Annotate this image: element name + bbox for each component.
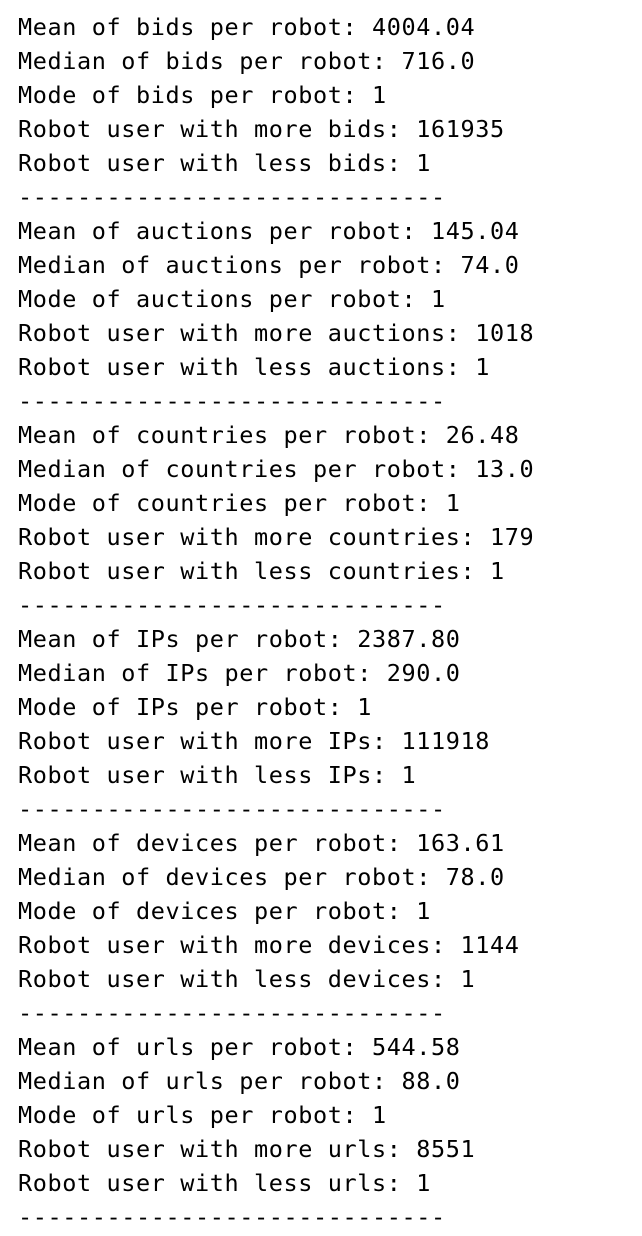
output-line: Robot user with more countries: 179 bbox=[18, 523, 535, 551]
output-line: Robot user with less devices: 1 bbox=[18, 965, 476, 993]
stats-block-bids: Mean of bids per robot: 4004.04 Median o… bbox=[18, 10, 642, 214]
output-line: Mode of devices per robot: 1 bbox=[18, 897, 431, 925]
output-line: Mean of IPs per robot: 2387.80 bbox=[18, 625, 461, 653]
output-line: Robot user with less auctions: 1 bbox=[18, 353, 490, 381]
output-line: Robot user with more bids: 161935 bbox=[18, 115, 505, 143]
stats-block-ips: Mean of IPs per robot: 2387.80 Median of… bbox=[18, 622, 642, 826]
separator-line: ----------------------------- bbox=[18, 591, 446, 619]
stats-block-devices: Mean of devices per robot: 163.61 Median… bbox=[18, 826, 642, 1030]
separator-line: ----------------------------- bbox=[18, 795, 446, 823]
output-line: Mean of devices per robot: 163.61 bbox=[18, 829, 505, 857]
output-line: Mode of bids per robot: 1 bbox=[18, 81, 387, 109]
stats-block-auctions: Mean of auctions per robot: 145.04 Media… bbox=[18, 214, 642, 418]
separator-line: ----------------------------- bbox=[18, 387, 446, 415]
output-line: Mean of countries per robot: 26.48 bbox=[18, 421, 520, 449]
separator-line: ----------------------------- bbox=[18, 183, 446, 211]
output-line: Robot user with more IPs: 111918 bbox=[18, 727, 490, 755]
output-line: Mean of bids per robot: 4004.04 bbox=[18, 13, 476, 41]
output-line: Robot user with more urls: 8551 bbox=[18, 1135, 476, 1163]
separator-line: ----------------------------- bbox=[18, 1203, 446, 1231]
stats-block-urls: Mean of urls per robot: 544.58 Median of… bbox=[18, 1030, 642, 1234]
output-line: Robot user with more auctions: 1018 bbox=[18, 319, 535, 347]
output-line: Robot user with less countries: 1 bbox=[18, 557, 505, 585]
output-line: Mean of urls per robot: 544.58 bbox=[18, 1033, 461, 1061]
output-line: Median of devices per robot: 78.0 bbox=[18, 863, 505, 891]
output-line: Mean of auctions per robot: 145.04 bbox=[18, 217, 520, 245]
output-line: Robot user with more devices: 1144 bbox=[18, 931, 520, 959]
output-line: Median of auctions per robot: 74.0 bbox=[18, 251, 520, 279]
output-line: Mode of auctions per robot: 1 bbox=[18, 285, 446, 313]
output-line: Robot user with less urls: 1 bbox=[18, 1169, 431, 1197]
output-line: Median of bids per robot: 716.0 bbox=[18, 47, 476, 75]
output-line: Mode of IPs per robot: 1 bbox=[18, 693, 372, 721]
output-line: Mode of countries per robot: 1 bbox=[18, 489, 461, 517]
separator-line: ----------------------------- bbox=[18, 999, 446, 1027]
output-line: Mode of urls per robot: 1 bbox=[18, 1101, 387, 1129]
output-line: Robot user with less IPs: 1 bbox=[18, 761, 417, 789]
output-line: Median of IPs per robot: 290.0 bbox=[18, 659, 461, 687]
output-line: Robot user with less bids: 1 bbox=[18, 149, 431, 177]
output-line: Median of countries per robot: 13.0 bbox=[18, 455, 535, 483]
stats-block-countries: Mean of countries per robot: 26.48 Media… bbox=[18, 418, 642, 622]
output-line: Median of urls per robot: 88.0 bbox=[18, 1067, 461, 1095]
